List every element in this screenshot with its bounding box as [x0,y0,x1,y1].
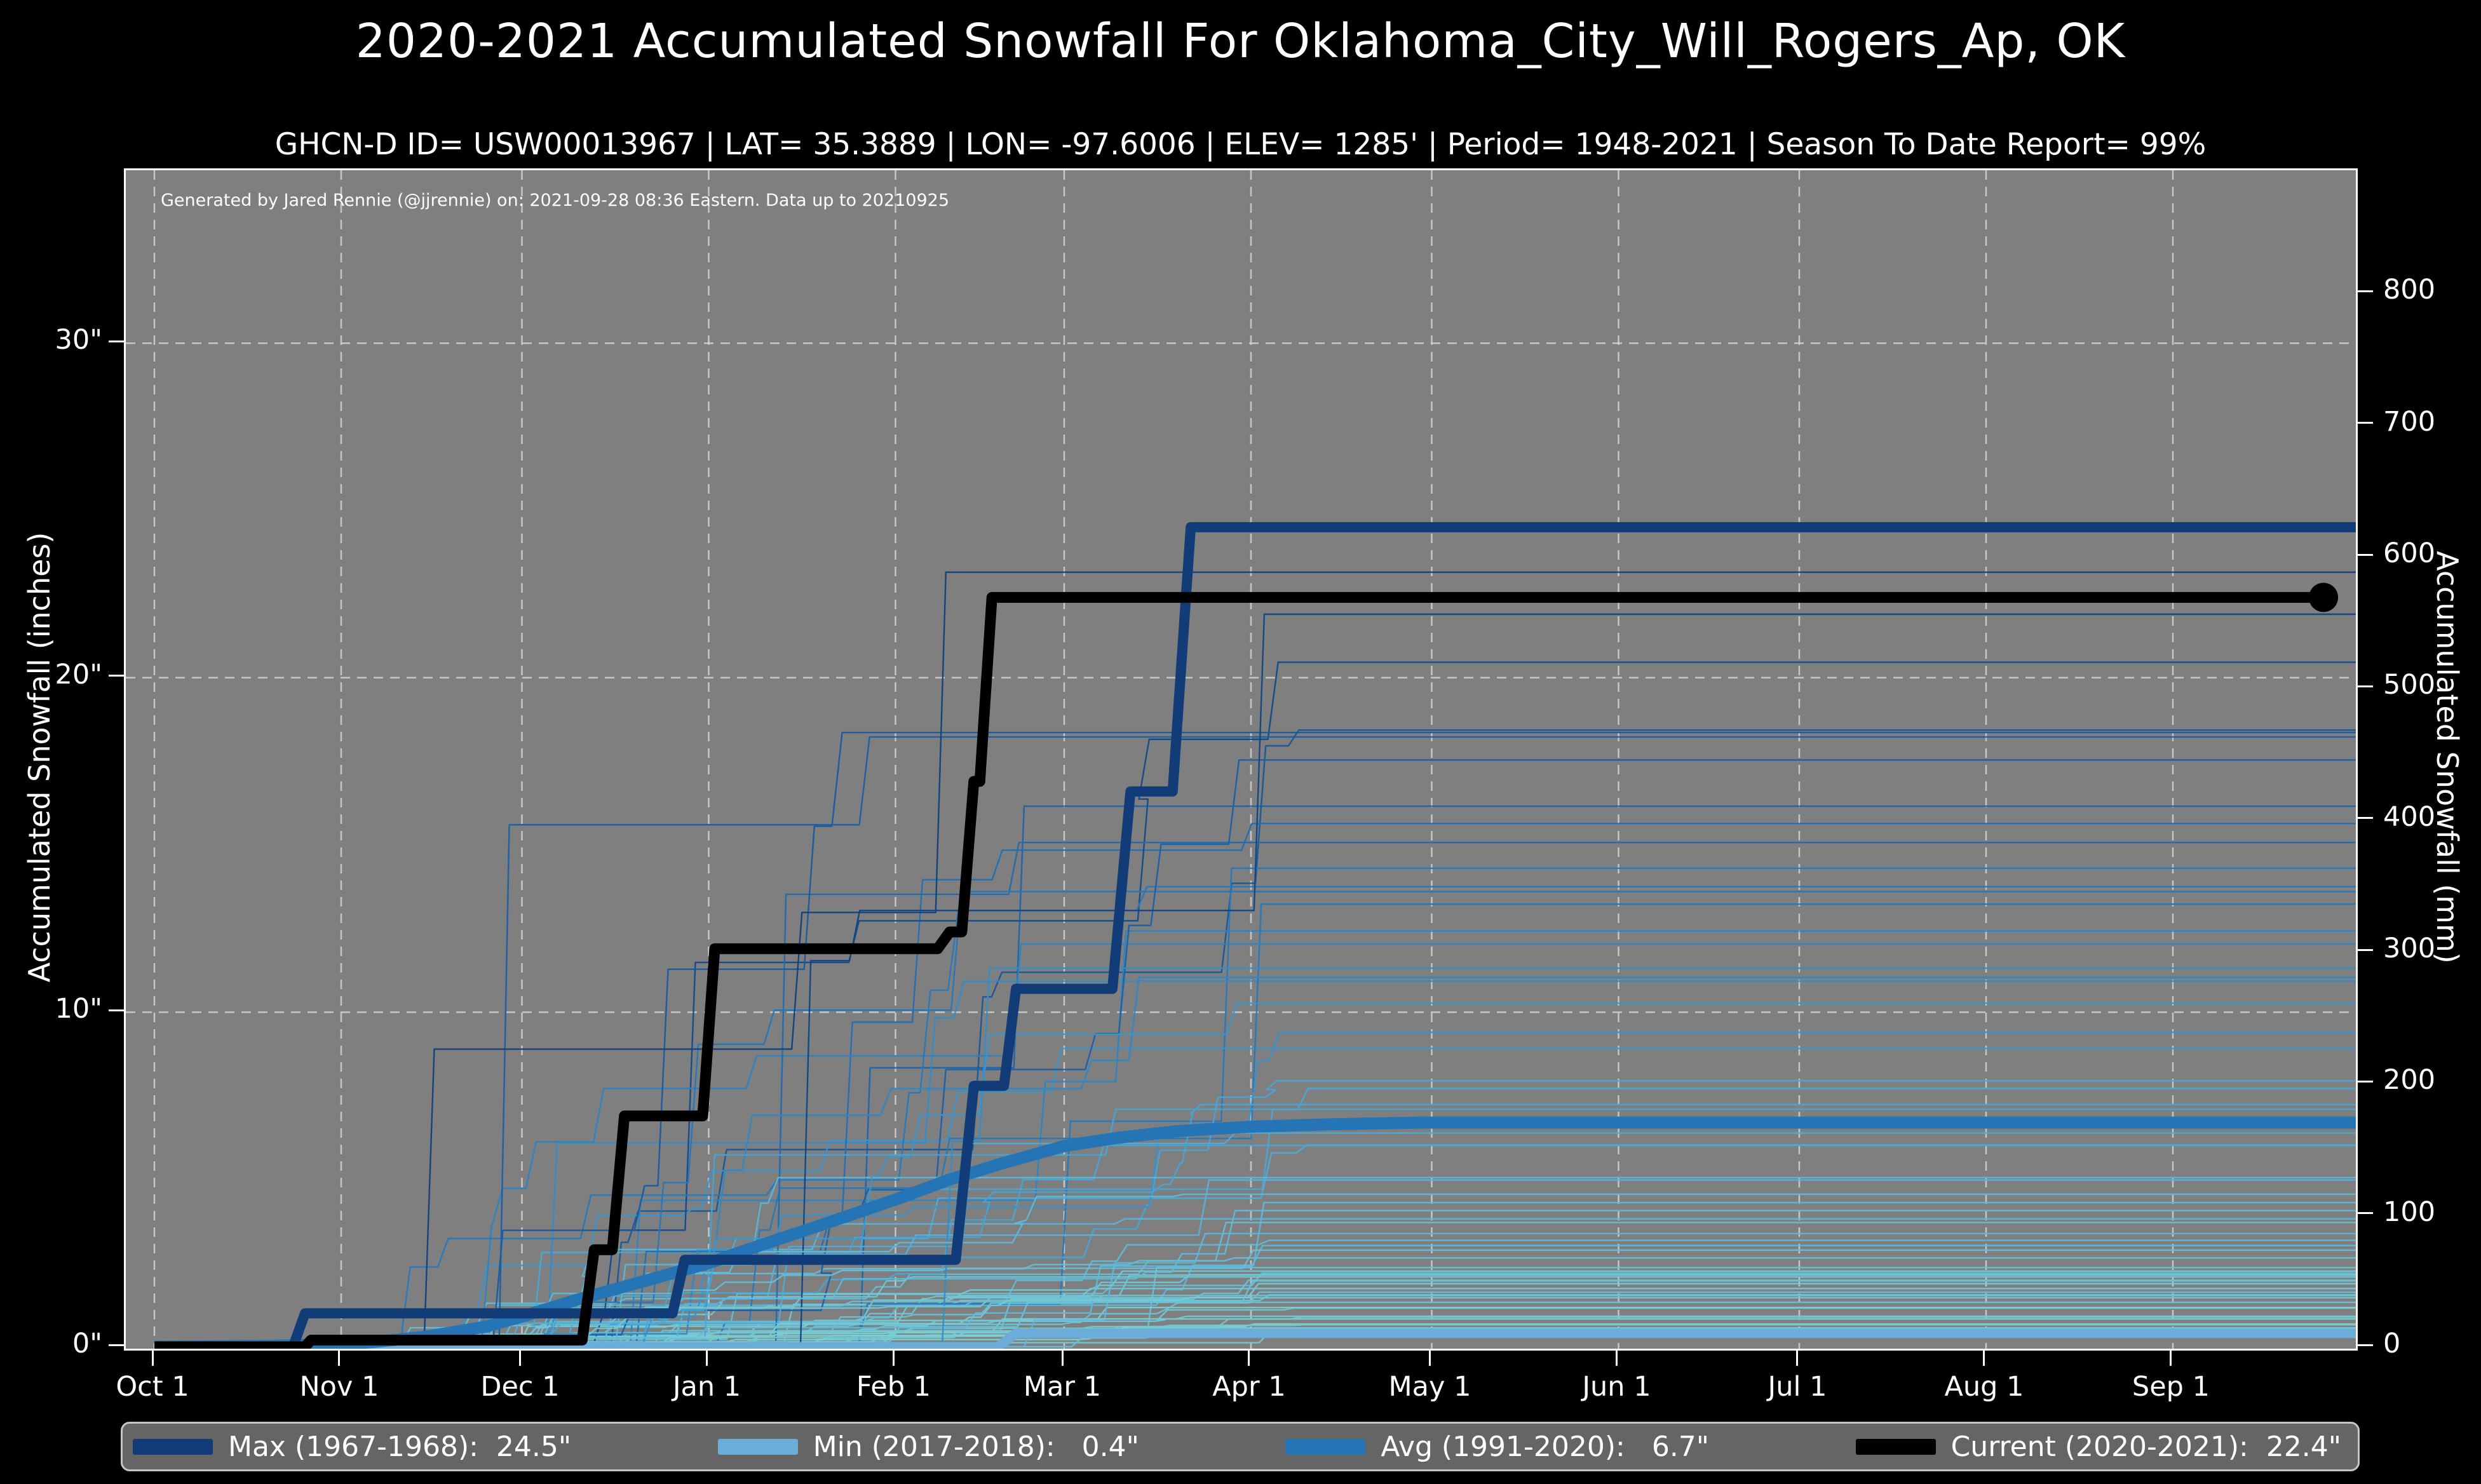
background-season-line [154,613,2356,1348]
x-tick-label: Dec 1 [480,1371,560,1403]
current-series-line [154,591,2324,1349]
right-tick-label: 600 [2383,537,2436,570]
x-tick-mark [1796,1351,1799,1366]
legend: Max (1967-1968): 24.5" Min (2017-2018): 0… [121,1422,2360,1471]
x-tick-mark [892,1351,895,1366]
x-tick-label: Feb 1 [856,1371,931,1403]
right-tick-mark [2358,1344,2373,1346]
legend-swatch-max [133,1438,213,1455]
background-season-line [154,967,2356,1348]
left-tick-mark [109,675,124,677]
right-tick-label: 100 [2383,1196,2436,1228]
background-season-line [154,1103,2356,1348]
left-tick-label: 0" [72,1328,102,1359]
x-tick-label: Jun 1 [1582,1371,1651,1403]
legend-swatch-current [1855,1438,1936,1455]
left-tick-label: 10" [55,993,103,1025]
legend-label-current: Current (2020-2021): 22.4" [1950,1430,2341,1463]
x-tick-mark [1429,1351,1431,1366]
x-tick-mark [1983,1351,1985,1366]
right-tick-label: 400 [2383,800,2436,833]
background-season-line [154,1088,2356,1348]
background-season-line [154,1177,2356,1348]
plot-area [124,168,2358,1351]
x-tick-label: Nov 1 [299,1371,379,1403]
right-tick-mark [2358,948,2373,951]
x-tick-mark [2170,1351,2172,1366]
right-tick-mark [2358,553,2373,556]
left-tick-mark [109,1344,124,1346]
max-series-line [154,522,2356,1349]
x-tick-label: Jul 1 [1768,1371,1827,1403]
legend-swatch-min [717,1438,798,1455]
background-season-line [154,976,2356,1348]
legend-label-avg: Avg (1991-2020): 6.7" [1381,1430,1710,1463]
background-season-line [154,930,2356,1348]
right-tick-label: 200 [2383,1064,2436,1096]
min-series-line [154,1328,2356,1349]
left-tick-label: 30" [55,324,103,356]
page-title: 2020-2021 Accumulated Snowfall For Oklah… [355,14,2126,69]
right-tick-mark [2358,817,2373,820]
x-tick-label: May 1 [1388,1371,1471,1403]
legend-item-min: Min (2017-2018): 0.4" [717,1430,1139,1463]
station-metadata-subtitle: GHCN-D ID= USW00013967 | LAT= 35.3889 | … [274,127,2207,162]
background-season-line [154,1232,2356,1348]
right-tick-label: 300 [2383,933,2436,965]
right-tick-mark [2358,1080,2373,1083]
right-tick-mark [2358,685,2373,687]
avg-series-line [154,1116,2356,1349]
x-tick-label: Oct 1 [116,1371,189,1403]
x-tick-label: Aug 1 [1944,1371,2024,1403]
x-tick-label: Sep 1 [2132,1371,2210,1403]
legend-swatch-avg [1285,1438,1366,1455]
legend-item-max: Max (1967-1968): 24.5" [133,1431,571,1463]
left-tick-mark [109,340,124,342]
legend-label-max: Max (1967-1968): 24.5" [228,1430,572,1463]
left-axis-label: Accumulated Snowfall (inches) [22,532,57,983]
background-season-line [154,1144,2356,1348]
background-season-line [154,823,2356,1348]
right-tick-mark [2358,1212,2373,1215]
attribution-text: Generated by Jared Rennie (@jjrennie) on… [161,191,950,210]
background-season-line [154,571,2356,1348]
x-tick-mark [1248,1351,1250,1366]
right-axis-label: Accumulated Snowfall (mm) [2430,551,2464,964]
x-tick-mark [705,1351,708,1366]
right-tick-label: 700 [2383,405,2436,438]
right-tick-mark [2358,290,2373,292]
left-tick-mark [109,1009,124,1011]
snowfall-chart [126,170,2356,1349]
right-tick-label: 800 [2383,274,2436,306]
right-tick-label: 500 [2383,669,2436,701]
current-end-marker-dot [2309,583,2339,612]
right-tick-label: 0 [2383,1328,2401,1359]
x-tick-label: Jan 1 [672,1371,741,1403]
legend-label-min: Min (2017-2018): 0.4" [813,1430,1139,1463]
background-season-line [154,943,2356,1348]
legend-item-current: Current (2020-2021): 22.4" [1855,1430,2341,1463]
x-tick-mark [1615,1351,1618,1366]
background-season-line [154,1080,2356,1348]
legend-item-avg: Avg (1991-2020): 6.7" [1285,1431,1709,1463]
x-tick-mark [151,1351,154,1366]
x-tick-mark [518,1351,521,1366]
x-tick-label: Mar 1 [1023,1371,1102,1403]
right-tick-mark [2358,422,2373,424]
x-tick-mark [1061,1351,1064,1366]
x-tick-mark [338,1351,341,1366]
left-tick-label: 20" [55,658,103,691]
x-tick-label: Apr 1 [1212,1371,1286,1403]
